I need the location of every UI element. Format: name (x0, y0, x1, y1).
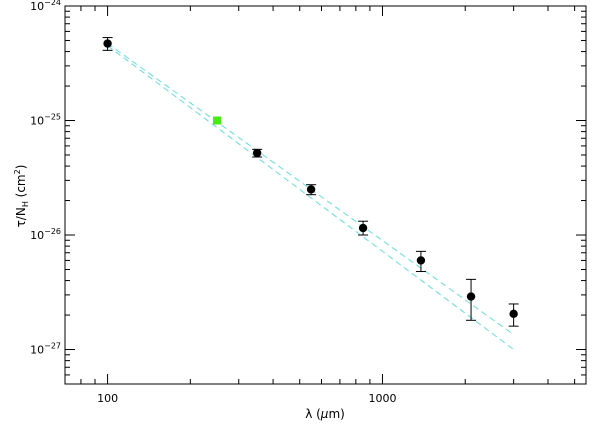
y-tick-label: 10−27 (30, 342, 61, 357)
fit-line (107, 45, 514, 350)
y-tick-label: 10−26 (30, 227, 61, 242)
data-point (252, 148, 262, 158)
data-point (466, 292, 476, 301)
axis-ticks: 10−27 10−26 10−25 10−24 100 1000 (30, 0, 586, 405)
x-tick-label: 100 (97, 392, 118, 405)
x-tick-label: 1000 (368, 392, 396, 405)
y-axis-label: τ/NH (cm2) (13, 165, 30, 228)
data-point (358, 223, 368, 233)
data-point (509, 309, 518, 319)
x-axis-label: λ (μm) (305, 407, 345, 421)
fit-lines (107, 43, 514, 350)
data-point (103, 39, 112, 48)
fit-line (107, 43, 514, 336)
data-point (416, 256, 426, 265)
y-tick-label: 10−25 (30, 113, 61, 128)
data-point (306, 185, 316, 194)
y-tick-label: 10−24 (30, 0, 61, 13)
plot-frame (64, 5, 587, 385)
data-point-square (212, 116, 221, 125)
data-points (102, 37, 519, 327)
